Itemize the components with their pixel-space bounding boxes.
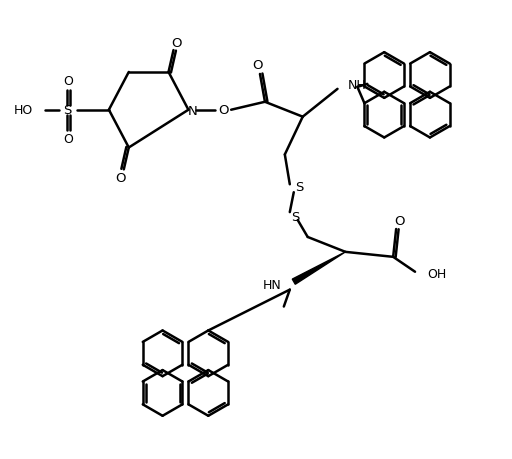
Text: O: O (63, 75, 73, 88)
Text: S: S (295, 180, 304, 193)
Text: OH: OH (427, 268, 446, 280)
Text: HN: HN (263, 279, 282, 291)
Text: NH: NH (348, 79, 366, 92)
Text: O: O (394, 214, 404, 227)
Text: S: S (291, 210, 300, 223)
Text: HO: HO (14, 104, 33, 117)
Text: O: O (116, 172, 126, 185)
Text: N: N (187, 105, 197, 118)
Text: O: O (171, 37, 182, 50)
Text: O: O (63, 133, 73, 146)
Text: O: O (253, 59, 263, 73)
Text: O: O (218, 104, 228, 117)
Text: S: S (63, 104, 71, 117)
Polygon shape (292, 252, 346, 285)
